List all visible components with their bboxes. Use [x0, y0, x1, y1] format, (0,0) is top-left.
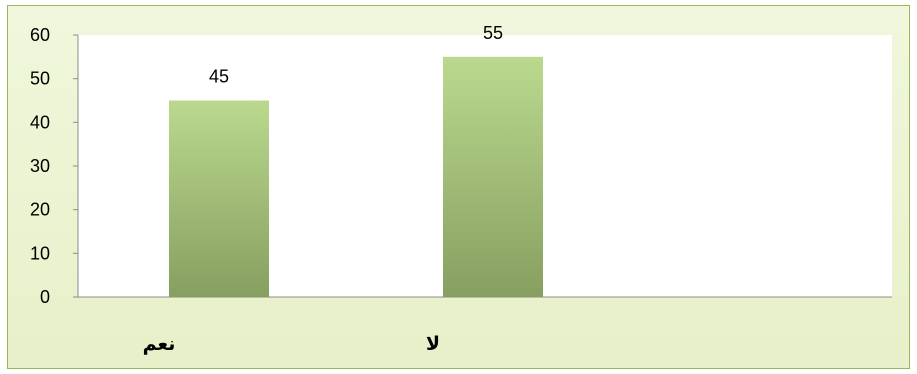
y-tick-label: 0 [40, 287, 50, 307]
data-label: 45 [209, 67, 229, 87]
category-labels: نعم لا [143, 333, 440, 355]
y-tick-label: 20 [30, 200, 50, 220]
data-labels: 45 55 [209, 23, 503, 87]
bars [169, 56, 543, 298]
y-axis-ticks: 0 10 20 30 40 50 60 [30, 25, 78, 307]
y-tick-label: 50 [30, 69, 50, 89]
x-category-label: لا [426, 333, 440, 355]
bar [169, 100, 269, 297]
data-label: 55 [483, 23, 503, 43]
x-category-label: نعم [143, 333, 176, 355]
y-tick-label: 40 [30, 112, 50, 132]
y-tick-label: 30 [30, 156, 50, 176]
y-tick-label: 10 [30, 243, 50, 263]
bar [443, 56, 543, 298]
y-tick-label: 60 [30, 25, 50, 45]
